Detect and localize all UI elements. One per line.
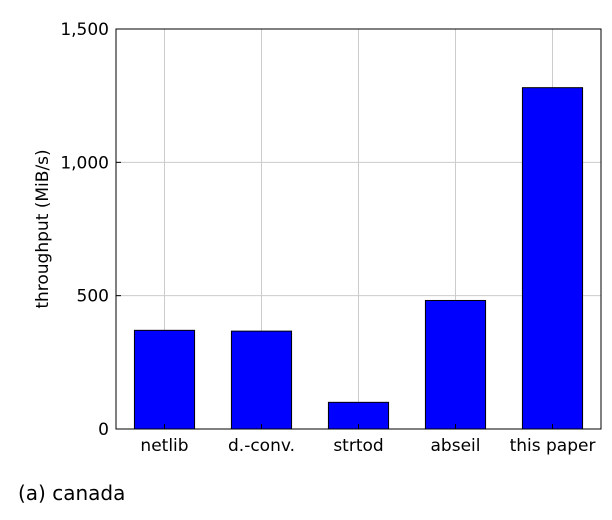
x-tick-label: this paper <box>510 436 596 456</box>
y-tick-label: 500 <box>77 287 109 307</box>
bars <box>133 87 584 430</box>
y-tick-label: 0 <box>98 420 109 440</box>
bar-abseil <box>424 299 487 430</box>
figure-caption: (a) canada <box>18 481 126 505</box>
bar-d-conv <box>230 330 293 430</box>
bar-this-paper <box>521 87 584 430</box>
y-axis-label: throughput (MiB/s) <box>33 149 53 308</box>
x-tick-label: abseil <box>431 436 481 456</box>
x-tick-label: netlib <box>140 436 188 456</box>
bar-netlib <box>133 329 196 430</box>
x-tick-labels: netlib d.-conv. strtod abseil this paper <box>140 424 595 456</box>
y-tick-label: 1,000 <box>60 153 109 173</box>
x-tick-label: strtod <box>333 436 383 456</box>
y-tick-label: 1,500 <box>60 20 109 40</box>
y-tick-labels: 0 500 1,000 1,500 <box>60 20 121 440</box>
bar-chart: 0 500 1,000 1,500 netlib d.-conv. strtod absei… <box>33 20 602 456</box>
x-tick-label: d.-conv. <box>228 436 295 456</box>
